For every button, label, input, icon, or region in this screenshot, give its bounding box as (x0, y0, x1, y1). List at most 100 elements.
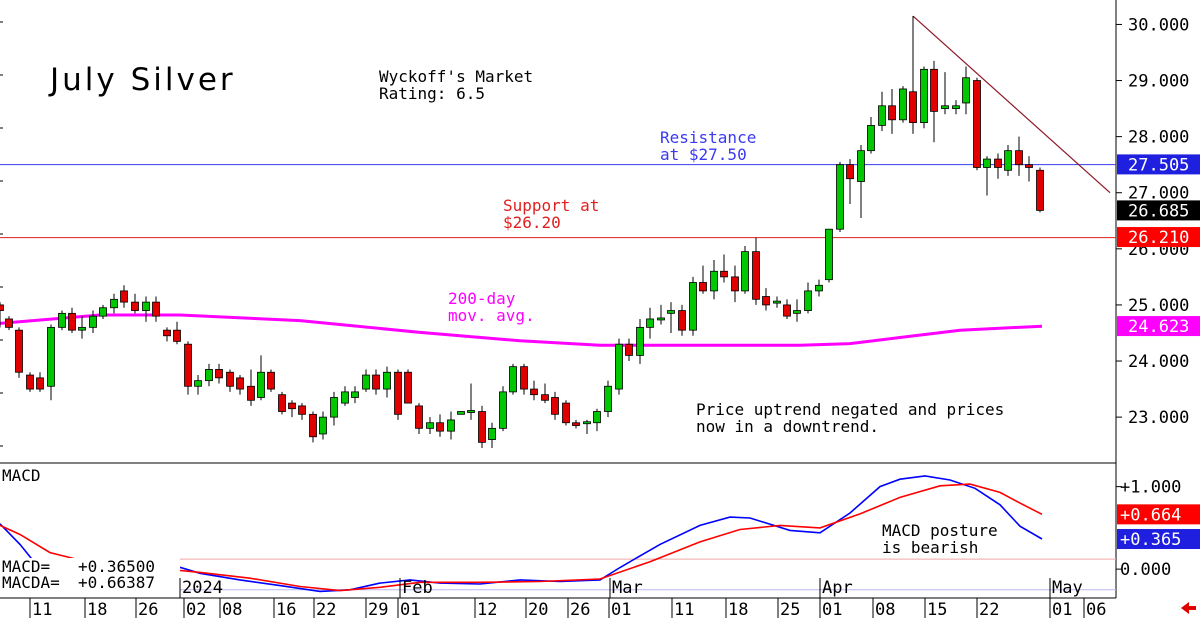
price-tag-label: 27.505 (1128, 155, 1189, 175)
candle-body (15, 329, 23, 373)
candle (163, 327, 171, 342)
candle-body (710, 270, 718, 292)
macd-panel: MACD +1.000 0.000 +0.664 +0.365 MACD posturei… (0, 466, 1200, 598)
date-tick-label: 02 (186, 600, 206, 618)
date-tick-label: 18 (87, 600, 107, 618)
candle-body (372, 374, 380, 390)
candle (226, 369, 234, 392)
readout-value: +0.36500 (78, 557, 155, 576)
candle-body (804, 290, 812, 311)
candle (120, 285, 128, 308)
candle (194, 375, 202, 395)
candle (110, 293, 118, 314)
candle-body (941, 105, 949, 109)
candle-body (404, 371, 412, 404)
candle-body (888, 105, 896, 121)
macd-tag-label: +0.664 (1120, 505, 1181, 525)
candle-body (909, 91, 917, 124)
candle-body (846, 164, 854, 180)
candle-body (657, 317, 665, 321)
candle (247, 369, 255, 406)
date-tick-label: 22 (979, 600, 999, 618)
candle-body (5, 318, 13, 328)
candle-body (1004, 150, 1012, 171)
candle (699, 265, 707, 294)
candle-body (173, 329, 181, 342)
candle (362, 369, 370, 392)
price-tick-label: 28.000 (1128, 128, 1189, 148)
price-tag-label: 26.685 (1128, 201, 1189, 221)
candle (184, 341, 192, 395)
price-annotation-1: Price uptrend negated and prices (696, 400, 1004, 419)
ma-200-line (0, 313, 1043, 347)
candle (667, 302, 675, 333)
candle-body (68, 312, 76, 331)
support-label-1: Support at (503, 196, 599, 215)
candle (836, 161, 844, 232)
candle-body (520, 366, 528, 390)
candle (436, 414, 444, 437)
candle (878, 91, 886, 132)
candle-body (488, 427, 496, 440)
candle (58, 310, 66, 331)
date-tick-label: 26 (138, 600, 158, 618)
month-label: Apr (822, 578, 853, 598)
candle-body (541, 394, 549, 401)
candle (615, 338, 623, 395)
readout-value: +0.66387 (78, 573, 155, 592)
price-tick-label: 25.000 (1128, 296, 1189, 316)
month-label: Mar (612, 578, 643, 598)
candle (205, 363, 213, 387)
candle (288, 400, 296, 418)
candle-body (78, 326, 86, 331)
downtrend-line (912, 15, 1111, 194)
rating-line-2: Rating: 6.5 (379, 84, 485, 103)
candle (604, 380, 612, 418)
candle-body (815, 284, 823, 292)
candle (447, 411, 455, 440)
candle-body (47, 326, 55, 387)
candle-body (319, 416, 327, 435)
candle-body (994, 158, 1002, 168)
candle (888, 88, 896, 134)
candle-body (1015, 150, 1023, 166)
date-tick-label: 01 (1052, 600, 1072, 618)
candle (583, 419, 591, 434)
candle-body (362, 374, 370, 390)
candle (815, 279, 823, 297)
candle (783, 299, 791, 319)
macd-tag (1117, 529, 1200, 550)
candle (657, 304, 665, 325)
candle (257, 355, 265, 401)
candle (962, 66, 970, 115)
candle-body (667, 310, 675, 314)
date-tick-label: 25 (780, 600, 800, 618)
candle (793, 299, 801, 322)
candle (467, 383, 475, 420)
candle-body (983, 158, 991, 168)
candle (973, 77, 981, 171)
candle (142, 296, 150, 322)
candle-body (120, 290, 128, 303)
candle-body (184, 343, 192, 387)
candle-body (867, 125, 875, 152)
candle (426, 417, 434, 434)
candle (541, 383, 549, 404)
candle (930, 60, 938, 143)
candle (99, 304, 107, 319)
candle-body (562, 402, 570, 424)
candle (741, 246, 749, 294)
candle-body (288, 402, 296, 410)
month-label: May (1052, 578, 1083, 598)
candle (47, 324, 55, 401)
month-label: 2024 (182, 578, 223, 598)
candle (983, 156, 991, 196)
candle (509, 363, 517, 395)
candle (551, 391, 559, 420)
candle (1025, 156, 1033, 182)
date-tick-label: 12 (477, 600, 497, 618)
candle-body (163, 329, 171, 337)
price-tick-label: 23.000 (1128, 408, 1189, 428)
candle (1004, 145, 1012, 176)
price-panel: 23.00024.00025.00026.00027.00028.00029.0… (0, 0, 1200, 598)
